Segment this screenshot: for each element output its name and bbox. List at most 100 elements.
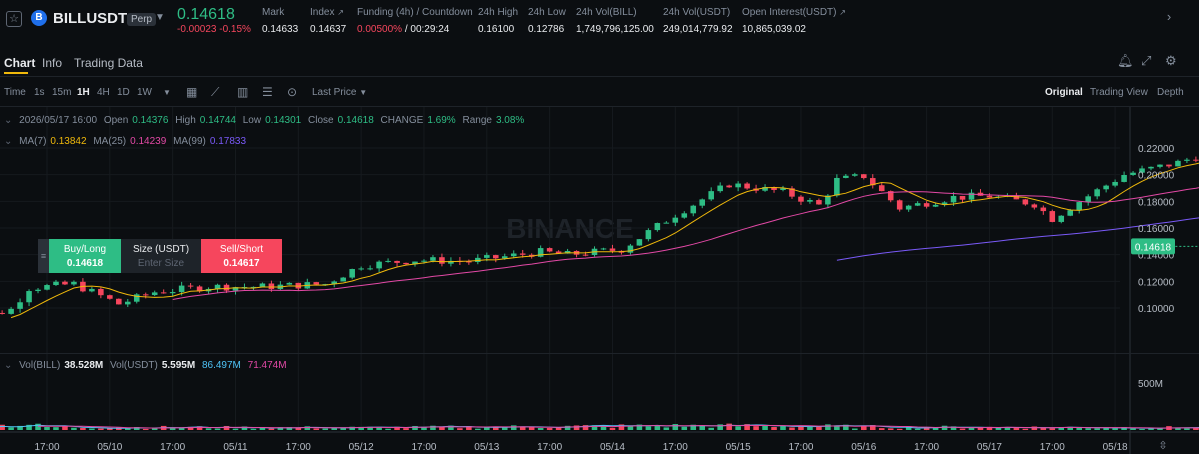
ma25-label: MA(25) [93,136,127,147]
candle-body [816,200,822,205]
view-trading-view[interactable]: Trading View [1090,87,1148,98]
interval-1d[interactable]: 1D [117,87,130,98]
candle-body [349,269,355,278]
price-tick-label: 0.16000 [1138,224,1175,235]
candle-body [107,295,113,299]
volume-bar [735,426,741,430]
sell-short-button[interactable]: Sell/Short 0.14617 [201,239,282,273]
candle-body [286,282,293,285]
volume-bar [941,425,948,430]
symbol-name[interactable]: BILLUSDT [53,10,128,27]
volume-bar [1094,428,1100,430]
candle-body [941,202,948,205]
volume-bar [349,426,355,430]
candle-body [1085,196,1091,203]
funding-rate: 0.00500% [357,24,403,35]
candle-body [466,261,472,263]
candle-body [950,195,957,203]
time-tick-label: 05/18 [1103,442,1128,453]
symbol-dropdown-icon[interactable]: ▼ [155,12,165,23]
stat-label[interactable]: Index [310,7,335,18]
candle-body [735,183,741,188]
price-type-label: Last Price [312,87,357,98]
candle-body [699,199,706,206]
volume-bar [277,427,284,430]
volume-bar [1031,426,1038,430]
volume-bar [914,428,921,430]
open-value: 0.14376 [132,115,169,126]
candle-body [510,253,517,257]
buy-price: 0.14618 [66,258,104,269]
time-tick-label: 17:00 [537,442,562,453]
settings-gear-icon[interactable]: ⚙ [1165,53,1177,68]
calendar-icon[interactable]: ▦ [186,85,198,99]
alert-bell-icon[interactable]: 🔔︎ [1117,53,1134,68]
price-tick-label: 0.10000 [1138,304,1175,315]
ma-legend: ⌄ MA(7) 0.13842 MA(25) 0.14239 MA(99) 0.178… [4,136,247,147]
interval-1w[interactable]: 1W [137,87,152,98]
size-input-box[interactable]: Size (USDT) Enter Size [121,239,201,273]
volume-bar [663,427,670,430]
volume-bar [609,427,616,430]
candle-body [726,185,732,188]
drawing-tools-icon[interactable]: ☰ [262,85,273,99]
candle-body [645,230,652,240]
stat-label[interactable]: Mark [262,7,285,18]
stat-label[interactable]: Open Interest(USDT) [742,7,837,18]
volume-bar [852,428,858,430]
tab-info[interactable]: Info [42,56,63,70]
interval-1s[interactable]: 1s [34,87,45,98]
candle-body [681,213,688,218]
candle-body [493,255,499,259]
volume-bar [968,427,975,430]
view-depth[interactable]: Depth [1157,87,1184,98]
time-tick-label: 05/14 [600,442,625,453]
volume-bar [142,428,149,430]
price-tick-label: 0.12000 [1138,277,1175,288]
candle-date: 2026/05/17 16:00 [19,115,98,126]
volume-bar [304,426,311,430]
tab-chart[interactable]: Chart [4,56,36,70]
candle-body [1058,215,1065,222]
interval-1h[interactable]: 1H [77,87,90,98]
size-input[interactable]: Enter Size [137,258,185,269]
volume-bar [412,426,418,430]
interval-15m[interactable]: 15m [52,87,72,98]
candle-body [807,200,813,202]
view-original[interactable]: Original [1045,87,1083,98]
candle-body [1184,159,1190,161]
volume-bar [510,425,517,430]
buy-long-button[interactable]: Buy/Long 0.14618 [49,239,121,273]
drag-handle-icon[interactable]: ≡ [38,239,49,273]
candle-body [439,257,445,264]
volume-bar [421,426,427,430]
ma25-line [172,187,1199,300]
tab-trading-data[interactable]: Trading Data [74,56,143,70]
candle-body [448,260,454,264]
volume-bar [62,426,68,430]
scroll-right-icon[interactable]: › [1166,9,1172,24]
candle-body [546,248,553,252]
volume-bar [843,424,849,430]
candle-body [430,257,436,261]
volume-bar [1076,427,1082,430]
price-type-select[interactable]: Last Price ▼ [312,87,368,98]
favorite-star-icon[interactable]: ☆ [6,11,22,27]
interval-4h[interactable]: 4H [97,87,110,98]
buy-label: Buy/Long [63,244,107,255]
expand-icon[interactable]: ⤢ [1141,53,1152,68]
stat-label[interactable]: Funding (4h) / Countdown [357,7,473,18]
volume-bar [331,427,338,430]
volume-bar [26,424,32,430]
replay-icon[interactable]: ⊙ [287,85,298,99]
price-chart[interactable]: BINANCE 0.220000.200000.180000.160000.14… [0,107,1199,454]
volume-bar [1004,427,1011,430]
indicators-icon[interactable]: ⟋ [211,85,220,99]
volume-bar [53,427,59,430]
candle-body [914,203,921,206]
time-tick-label: 05/16 [851,442,876,453]
candle-body [116,298,122,305]
more-intervals-icon[interactable]: ▼ [163,88,171,97]
ma99-label: MA(99) [173,136,206,147]
chart-type-icon[interactable]: ▥ [237,85,249,99]
